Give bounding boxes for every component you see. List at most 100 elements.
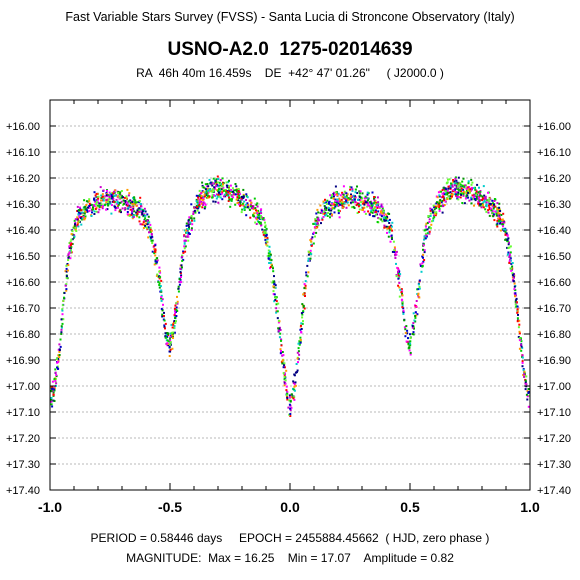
data-point (106, 208, 109, 211)
y-tick-label-right: +16.40 (537, 225, 571, 237)
data-point (194, 206, 197, 209)
data-point (96, 192, 99, 195)
data-point (486, 199, 489, 202)
data-point (296, 357, 299, 360)
data-point (354, 200, 357, 203)
data-point (466, 194, 469, 197)
data-point (269, 261, 272, 264)
data-point (80, 218, 83, 221)
data-point (358, 204, 360, 206)
data-point (455, 191, 458, 194)
data-point (286, 398, 289, 401)
data-point (525, 383, 528, 386)
data-point (510, 262, 513, 265)
data-point (511, 272, 514, 275)
data-point (469, 191, 471, 194)
data-point (404, 331, 407, 334)
data-point (324, 207, 326, 210)
data-point (304, 280, 307, 283)
data-point (262, 233, 265, 236)
data-point (77, 213, 80, 216)
data-point (67, 264, 70, 267)
data-point (50, 389, 53, 392)
data-point (421, 265, 424, 268)
data-point (405, 340, 408, 343)
data-point (205, 194, 208, 196)
data-point (454, 176, 457, 179)
data-point (269, 266, 272, 268)
data-point (67, 269, 69, 272)
data-point (98, 202, 101, 205)
data-point (492, 213, 495, 216)
period-epoch-line: PERIOD = 0.58446 days EPOCH = 2455884.45… (90, 531, 490, 545)
data-point (507, 247, 510, 249)
data-points (50, 175, 530, 417)
data-point (479, 194, 482, 197)
data-point (266, 236, 269, 239)
x-tick-label: -1.0 (38, 499, 62, 515)
data-point (268, 245, 271, 248)
data-point (511, 262, 514, 264)
data-point (53, 377, 56, 380)
data-point (383, 214, 386, 217)
data-point (222, 186, 225, 189)
data-point (518, 319, 521, 322)
data-point (297, 357, 300, 360)
data-point (312, 222, 315, 225)
data-point (303, 287, 306, 290)
data-point (323, 212, 326, 215)
data-point (65, 275, 68, 278)
data-point (357, 205, 360, 208)
data-point (135, 214, 138, 217)
data-point (508, 261, 511, 264)
data-point (74, 226, 77, 229)
data-point (398, 286, 401, 289)
data-point (366, 193, 369, 196)
data-point (376, 196, 379, 199)
data-point (522, 369, 525, 372)
data-point (450, 182, 452, 185)
data-point (421, 262, 424, 265)
data-point (286, 390, 289, 393)
data-point (423, 236, 426, 239)
data-point (154, 260, 157, 263)
data-point (190, 217, 193, 220)
data-point (265, 234, 268, 237)
data-point (55, 358, 58, 361)
data-point (204, 205, 207, 208)
data-point (334, 198, 337, 201)
data-point (422, 260, 425, 263)
data-point (194, 211, 197, 214)
data-point (222, 182, 225, 185)
data-point (251, 206, 254, 209)
data-point (114, 194, 117, 197)
data-point (216, 195, 219, 198)
data-point (500, 214, 503, 216)
data-point (462, 177, 465, 180)
data-point (154, 248, 157, 251)
data-point (107, 198, 110, 201)
data-point (281, 351, 284, 353)
data-point (429, 227, 432, 230)
data-point (433, 216, 436, 219)
data-point (473, 187, 476, 189)
data-point (169, 341, 172, 344)
data-point (329, 216, 331, 219)
data-point (390, 234, 393, 237)
data-point (448, 195, 451, 198)
data-point (415, 305, 418, 308)
data-point (162, 303, 164, 306)
data-point (517, 313, 519, 316)
data-point (321, 217, 324, 220)
data-point (342, 193, 345, 196)
data-point (421, 255, 424, 258)
data-point (226, 192, 229, 195)
data-point (337, 200, 340, 203)
data-point (527, 394, 530, 397)
data-point (315, 219, 318, 222)
data-point (93, 210, 96, 213)
data-point (488, 214, 491, 217)
data-point (180, 281, 183, 284)
data-point (408, 340, 411, 343)
data-point (77, 211, 80, 214)
